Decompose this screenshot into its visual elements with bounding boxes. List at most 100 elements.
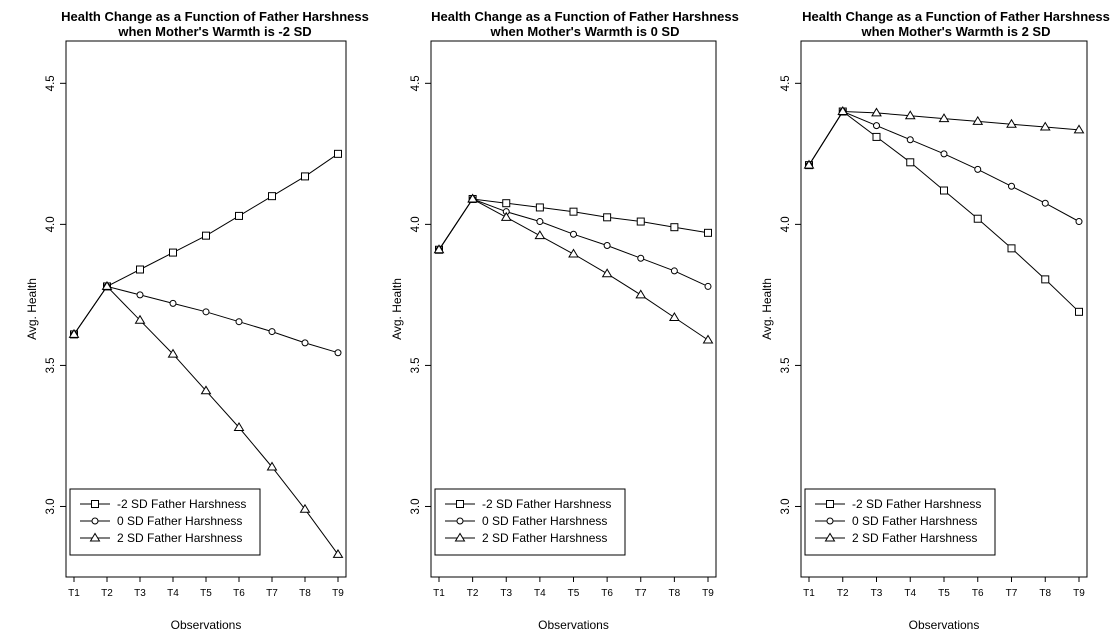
x-tick-label: T7 — [1006, 588, 1018, 599]
data-point-square — [636, 217, 645, 226]
x-tick-label: T1 — [433, 588, 445, 599]
data-point-square — [136, 265, 144, 274]
data-point-square — [872, 132, 881, 141]
x-tick-label: T9 — [702, 588, 714, 599]
data-point-square — [569, 207, 578, 216]
chart-title: Health Change as a Function of Father Ha… — [61, 9, 369, 24]
data-point-triangle — [134, 314, 146, 324]
legend-marker-circle — [456, 517, 464, 525]
x-tick-label: T6 — [972, 588, 984, 599]
data-point-circle — [334, 349, 342, 357]
x-axis-label: Observations — [171, 618, 242, 632]
data-point-circle — [940, 150, 948, 158]
legend-box — [434, 488, 626, 556]
x-tick-label: T5 — [568, 588, 580, 599]
data-point-square — [502, 199, 511, 208]
data-point-circle — [235, 318, 243, 326]
legend-label: 0 SD Father Harshness — [117, 514, 242, 528]
data-point-circle — [873, 122, 880, 130]
chart-subtitle: when Mother's Warmth is 2 SD — [861, 24, 1051, 39]
data-point-square — [301, 172, 309, 181]
y-tick-label: 4.5 — [780, 75, 792, 91]
y-tick-label: 3.0 — [780, 498, 792, 514]
x-tick-label: T4 — [167, 588, 179, 599]
legend-label: -2 SD Father Harshness — [852, 497, 981, 511]
y-tick-label: 3.0 — [45, 498, 57, 514]
x-tick-label: T2 — [837, 588, 849, 599]
data-point-square — [268, 192, 276, 201]
data-point-circle — [1075, 218, 1083, 226]
data-point-triangle — [500, 211, 512, 221]
x-tick-label: T8 — [1039, 588, 1051, 599]
data-point-triangle — [668, 311, 680, 321]
data-point-triangle — [167, 348, 179, 358]
data-point-triangle — [568, 248, 579, 258]
data-point-triangle — [601, 268, 613, 278]
data-point-square — [235, 211, 243, 220]
legend-box — [804, 488, 996, 556]
legend-label: 2 SD Father Harshness — [117, 531, 242, 545]
data-point-triangle — [1006, 118, 1017, 128]
data-point-circle — [169, 299, 177, 307]
data-point-triangle — [938, 113, 950, 123]
series-line-1 — [808, 110, 1080, 313]
legend-marker-square — [91, 500, 99, 508]
data-point-circle — [301, 339, 309, 347]
chart-title: Health Change as a Function of Father Ha… — [802, 9, 1110, 24]
data-point-circle — [974, 165, 982, 173]
x-tick-label: T6 — [601, 588, 613, 599]
data-point-circle — [1008, 182, 1015, 190]
x-tick-label: T8 — [299, 588, 311, 599]
y-tick-label: 4.5 — [410, 75, 422, 91]
panel-2: Health Change as a Function of Father Ha… — [390, 9, 739, 632]
data-point-square — [1007, 244, 1016, 253]
legend-label: -2 SD Father Harshness — [117, 497, 246, 511]
data-point-circle — [704, 282, 712, 290]
data-point-triangle — [101, 280, 113, 290]
data-point-square — [973, 214, 982, 223]
x-tick-label: T6 — [233, 588, 245, 599]
data-point-circle — [906, 136, 914, 144]
data-point-triangle — [635, 289, 647, 299]
data-point-circle — [637, 254, 645, 262]
y-tick-label: 4.0 — [410, 216, 422, 232]
legend-box — [69, 488, 261, 556]
data-point-triangle — [233, 422, 245, 431]
data-point-circle — [136, 291, 144, 299]
x-tick-label: T3 — [134, 588, 146, 599]
data-point-triangle — [332, 548, 344, 558]
y-tick-label: 4.0 — [780, 216, 792, 232]
x-tick-label: T4 — [534, 588, 546, 599]
x-tick-label: T8 — [669, 588, 681, 599]
data-point-square — [940, 186, 948, 195]
legend-label: -2 SD Father Harshness — [482, 497, 611, 511]
series-line-2 — [808, 110, 1080, 222]
data-point-triangle — [433, 244, 445, 254]
data-point-square — [1075, 307, 1083, 316]
legend-marker-triangle — [454, 532, 466, 542]
data-point-triangle — [837, 106, 849, 116]
x-tick-label: T4 — [904, 588, 916, 599]
data-point-triangle — [299, 503, 311, 513]
series-line-1 — [73, 153, 339, 335]
data-point-circle — [570, 230, 577, 238]
legend-marker-triangle — [89, 532, 101, 542]
legend-label: 0 SD Father Harshness — [482, 514, 607, 528]
x-tick-label: T5 — [200, 588, 212, 599]
data-point-circle — [1041, 199, 1049, 207]
data-point-square — [670, 223, 679, 232]
panel-1: Health Change as a Function of Father Ha… — [25, 9, 369, 632]
data-point-square — [906, 158, 915, 167]
data-point-triangle — [871, 107, 882, 117]
x-tick-label: T5 — [938, 588, 950, 599]
panel-3: Health Change as a Function of Father Ha… — [760, 9, 1110, 632]
legend-marker-circle — [826, 517, 834, 525]
data-point-square — [334, 149, 342, 158]
data-point-square — [535, 203, 544, 212]
series-line-3 — [438, 198, 709, 341]
x-tick-label: T1 — [68, 588, 80, 599]
x-tick-label: T9 — [1073, 588, 1085, 599]
x-tick-label: T3 — [871, 588, 883, 599]
series-line-1 — [438, 198, 709, 251]
